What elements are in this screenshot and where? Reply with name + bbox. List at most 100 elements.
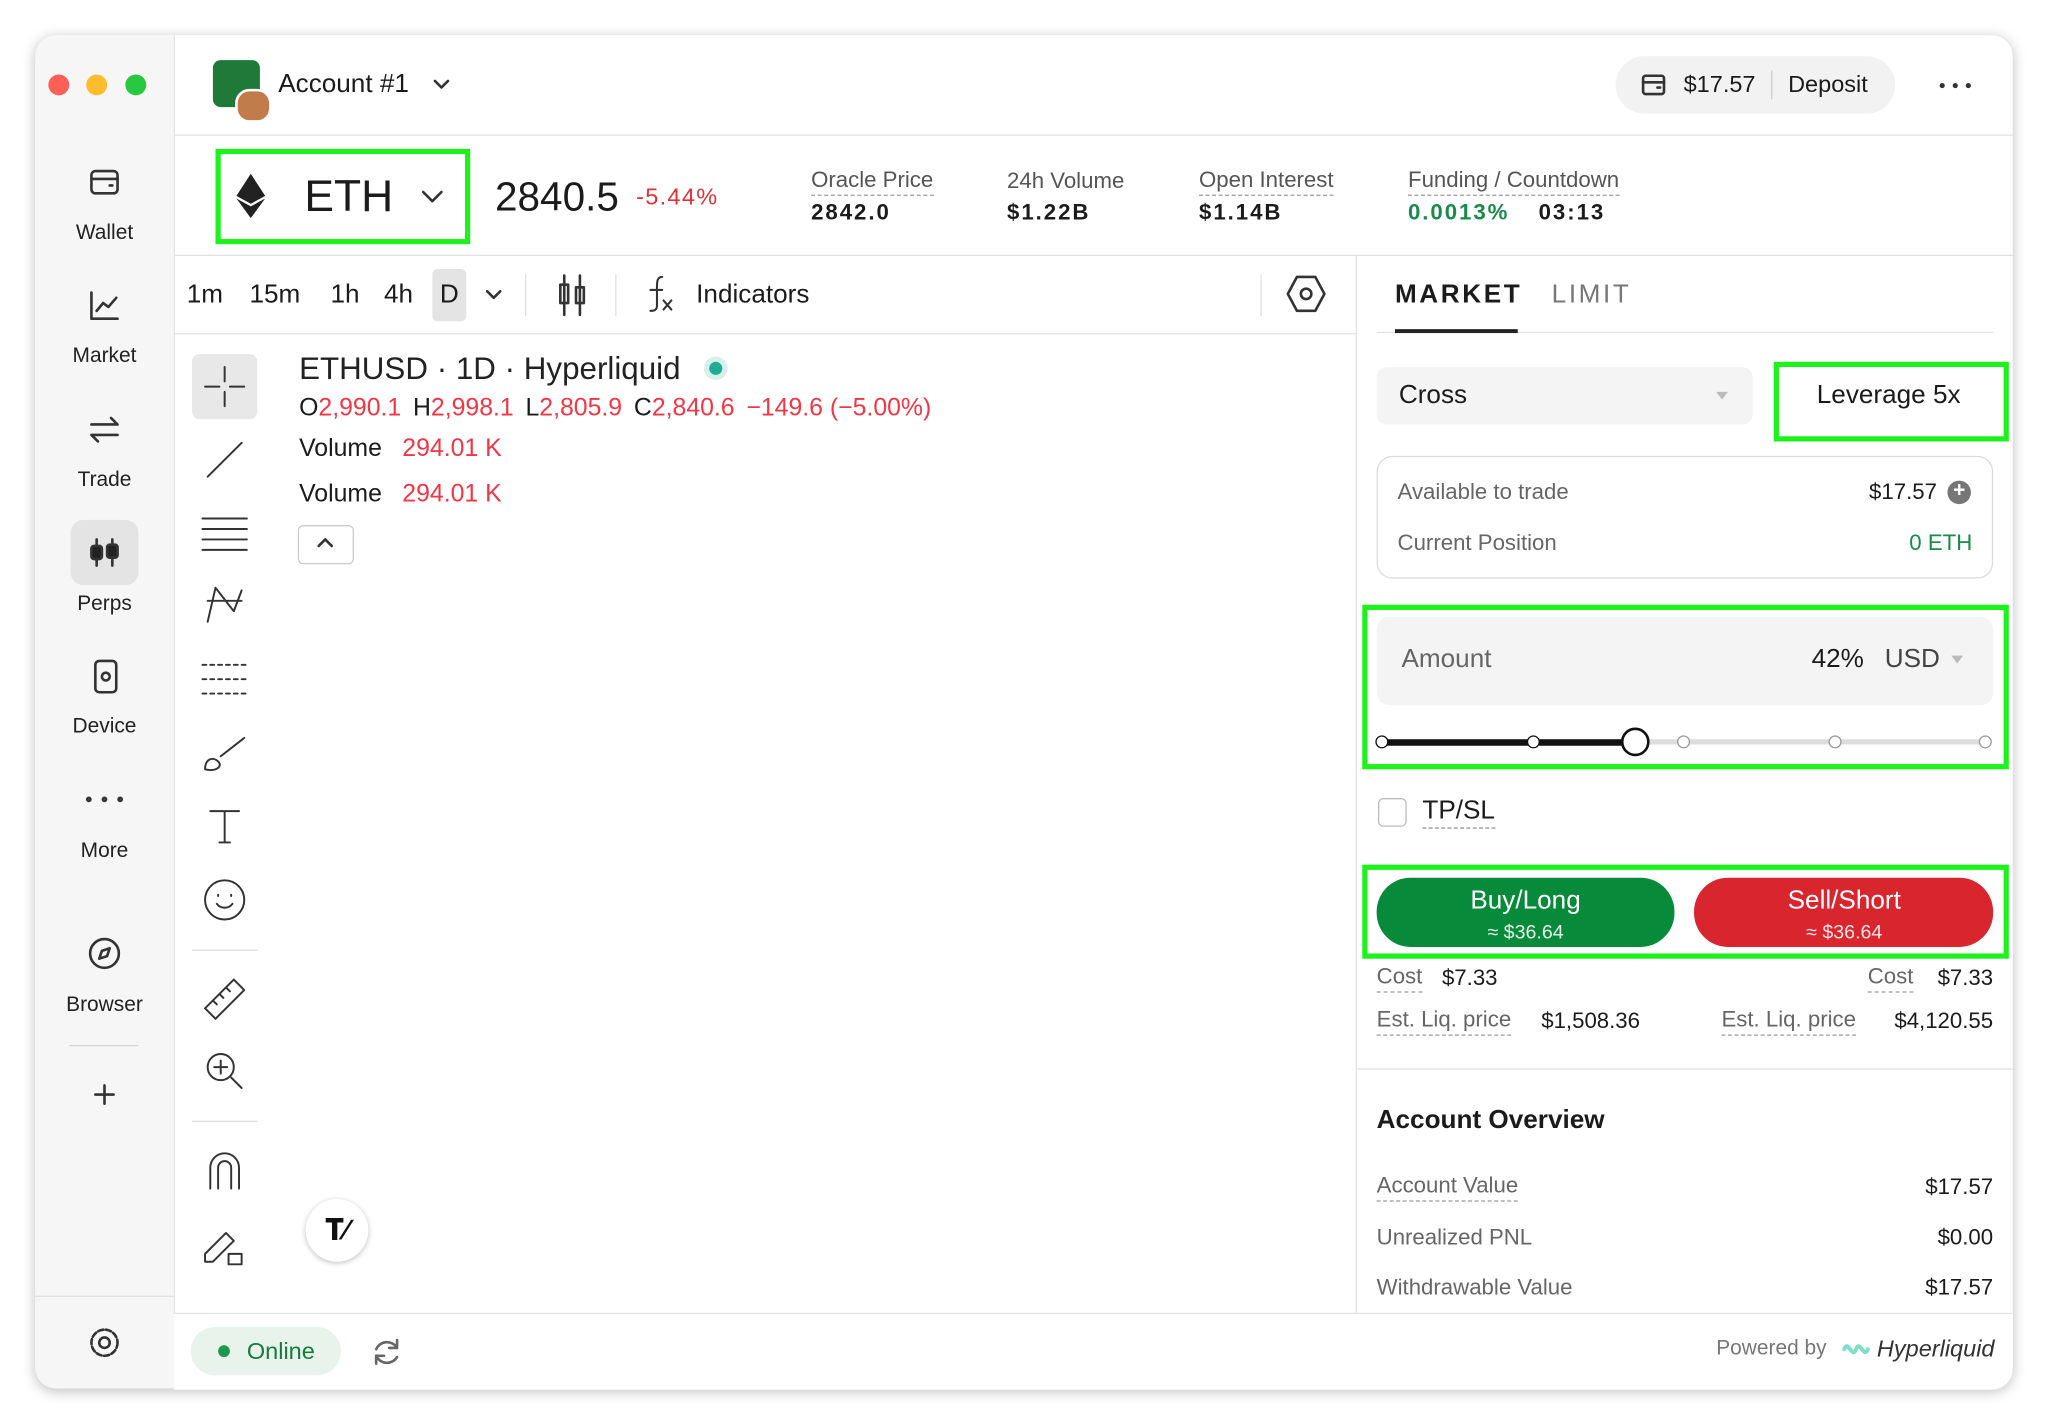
pattern-tool[interactable]: [205, 585, 244, 624]
amount-input[interactable]: [1376, 616, 1994, 706]
wallet-icon[interactable]: [89, 166, 120, 197]
slider-fill: [1381, 738, 1636, 746]
legend-letter: H: [412, 394, 431, 422]
tab[interactable]: LIMIT: [1551, 280, 1632, 309]
interval-button[interactable]: 4h: [383, 280, 414, 309]
candle-type-icon[interactable]: [558, 274, 587, 317]
legend-letter: L: [525, 394, 540, 422]
chevron-up[interactable]: [317, 538, 334, 548]
slider-node[interactable]: [1375, 735, 1389, 749]
interval-button[interactable]: 15m: [249, 280, 301, 309]
divider: [525, 274, 527, 317]
zoom-tool[interactable]: [205, 1051, 244, 1090]
buy-button[interactable]: [1376, 877, 1675, 947]
add-funds-icon[interactable]: [1947, 480, 1971, 505]
text-tool[interactable]: [209, 808, 240, 845]
margin-select[interactable]: [1376, 367, 1753, 425]
tab[interactable]: MARKET: [1394, 280, 1523, 309]
sidebar-label[interactable]: Browser: [66, 993, 143, 1017]
crosshair-tool[interactable]: [204, 366, 246, 408]
status-pill: [190, 1327, 341, 1376]
slider-node[interactable]: [1526, 735, 1540, 749]
chevron[interactable]: [421, 190, 443, 203]
tpsl-checkbox[interactable]: [1377, 798, 1407, 827]
slider-node[interactable]: [1978, 735, 1992, 749]
market-symbol[interactable]: ETH: [304, 171, 394, 222]
slider-node[interactable]: [1677, 735, 1691, 749]
trade-icon[interactable]: [89, 414, 120, 445]
brand-logo: [1842, 1344, 1870, 1355]
market-icon[interactable]: [89, 290, 120, 321]
selected-interval-bg: [432, 269, 467, 322]
sell-value: ≈ $36.64: [1806, 921, 1883, 944]
perps-icon[interactable]: [89, 537, 120, 568]
magnet-tool[interactable]: [208, 1152, 242, 1191]
brush-tool[interactable]: [202, 735, 246, 772]
liq-value: $1,508.36: [1541, 1008, 1641, 1034]
collapse-button[interactable]: [297, 525, 354, 565]
lock-tool[interactable]: [202, 1225, 244, 1267]
caret: [1716, 391, 1728, 400]
browser-icon[interactable]: [88, 937, 121, 970]
ohlc-legend: O 2,990.1 H 2,998.1 L 2,805.9 C 2,840.6 −149…: [299, 394, 931, 423]
leverage-button[interactable]: Leverage 5x: [1816, 380, 1961, 410]
fib-tool[interactable]: [201, 662, 248, 696]
chevron[interactable]: [433, 79, 450, 89]
tradingview-logo[interactable]: [305, 1199, 369, 1262]
slider-node[interactable]: [1827, 735, 1841, 749]
sidebar-label[interactable]: Perps: [77, 592, 132, 616]
sidebar-label[interactable]: Trade: [77, 468, 132, 492]
close-button[interactable]: [48, 74, 70, 96]
indicators-button[interactable]: Indicators: [696, 280, 810, 309]
menu-icon[interactable]: [1939, 82, 1974, 89]
stat-label: Open Interest: [1199, 167, 1334, 196]
sidebar-label[interactable]: Wallet: [75, 222, 134, 245]
sidebar-label[interactable]: Market: [72, 344, 137, 368]
overview-value: $17.57: [1925, 1174, 1994, 1200]
legend-letter: C: [633, 394, 652, 422]
add-icon[interactable]: [94, 1084, 115, 1105]
sidebar-label[interactable]: Device: [72, 715, 137, 738]
study-value: 294.01 K: [402, 434, 502, 463]
slider-handle[interactable]: [1620, 727, 1650, 757]
stat-value: $1.22B: [1007, 199, 1091, 225]
stat-label: Funding / Countdown: [1407, 167, 1620, 196]
minimize-button[interactable]: [86, 74, 108, 96]
emoji-tool[interactable]: [204, 879, 246, 921]
parallel-tool[interactable]: [201, 516, 248, 553]
study-name: Volume: [299, 480, 382, 509]
amount-label: Amount: [1401, 644, 1492, 674]
tpsl-label[interactable]: TP/SL: [1422, 796, 1495, 829]
funding-rate: 0.0013%: [1407, 199, 1510, 225]
more-icon[interactable]: [85, 796, 124, 805]
liq-label: Est. Liq. price: [1721, 1007, 1856, 1036]
device-icon[interactable]: [94, 659, 118, 694]
interval-button[interactable]: 1m: [186, 280, 224, 309]
settings-icon[interactable]: [89, 1327, 120, 1358]
interval-button[interactable]: 1h: [330, 280, 360, 309]
chevron[interactable]: [485, 289, 502, 300]
amount-unit[interactable]: USD: [1884, 644, 1940, 674]
indicators-icon[interactable]: [647, 274, 676, 313]
settings-icon[interactable]: [1286, 275, 1326, 313]
ruler-tool[interactable]: [202, 977, 246, 1021]
brand-name: Hyperliquid: [1876, 1335, 1995, 1362]
refresh-icon[interactable]: [372, 1337, 401, 1366]
overview-value: $0.00: [1937, 1225, 1994, 1250]
legend-value: 2,805.9: [539, 394, 623, 422]
account-name[interactable]: Account #1: [278, 69, 409, 99]
available-label: Available to trade: [1397, 479, 1569, 505]
sidebar-label[interactable]: More: [80, 839, 129, 863]
status-dot: [218, 1345, 230, 1358]
stat-label: Oracle Price: [811, 167, 934, 196]
sell-button[interactable]: [1694, 877, 1994, 947]
caret: [1951, 655, 1964, 664]
interval-button[interactable]: D: [439, 280, 459, 309]
divider: [615, 274, 617, 317]
highlight-box: [215, 148, 471, 245]
zoom-button[interactable]: [125, 74, 147, 96]
line-tool[interactable]: [205, 440, 244, 479]
balance-pill[interactable]: [1615, 56, 1896, 114]
deposit-button[interactable]: Deposit: [1788, 71, 1868, 98]
